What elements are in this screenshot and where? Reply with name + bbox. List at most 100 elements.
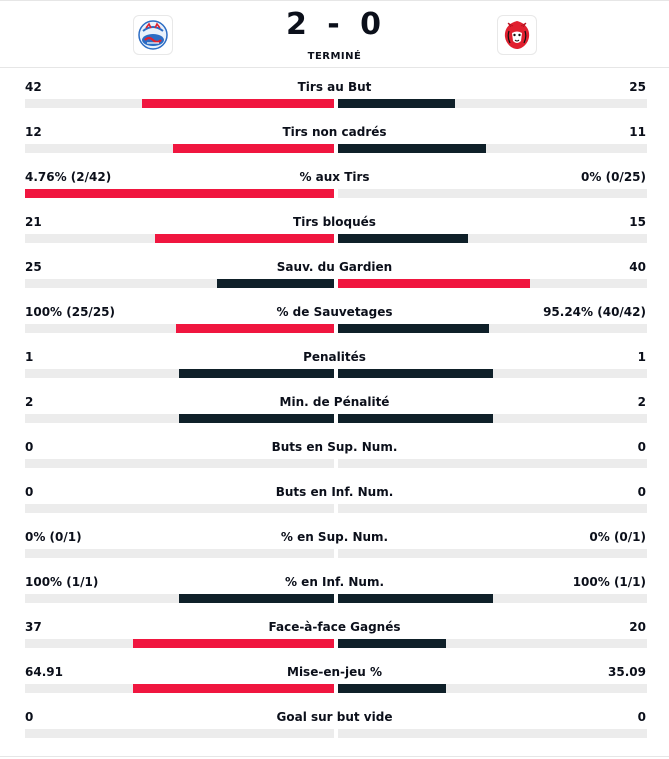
stat-row: 1 Penalités 1 [0,338,669,383]
stat-home-value: 37 [25,620,42,634]
stat-row: 37 Face-à-face Gagnés 20 [0,608,669,653]
stat-home-bar-track [25,639,334,648]
stat-home-value: 4.76% (2/42) [25,170,112,184]
stat-away-bar-track [338,504,647,513]
stat-home-value: 64.91 [25,665,63,679]
stat-home-value: 21 [25,215,42,229]
stat-home-bar [179,594,334,603]
stat-row: 64.91 Mise-en-jeu % 35.09 [0,653,669,698]
stat-label: Tirs non cadrés [282,125,387,139]
stat-away-value: 0% (0/1) [589,530,646,544]
stat-home-value: 12 [25,125,42,139]
stat-away-value: 1 [637,350,646,364]
stat-away-bar [338,639,446,648]
stat-row: 4.76% (2/42)% aux Tirs 0% (0/25) [0,158,669,203]
stat-home-bar-track [25,144,334,153]
stat-label: Buts en Inf. Num. [275,485,394,499]
stat-home-bar [217,279,334,288]
score: 2 - 0 [0,7,669,42]
stat-row: 100% (25/25)% de Sauvetages 95.24% (40/42… [0,293,669,338]
stat-home-bar-track [25,459,334,468]
stat-home-value: 0% (0/1) [25,530,82,544]
stat-away-value: 0% (0/25) [581,170,646,184]
stat-away-value: 35.09 [608,665,646,679]
stat-row: 100% (1/1) % en Inf. Num. 100% (1/1) [0,563,669,608]
stat-away-bar [338,414,493,423]
stat-row: 25 Sauv. du Gardien 40 [0,248,669,293]
stat-label: Tirs au But [297,80,372,94]
stat-home-bar [133,684,334,693]
stat-row: 0 Buts en Sup. Num. 0 [0,428,669,473]
stat-away-value: 95.24% (40/42) [543,305,646,319]
stat-away-bar-track [338,684,647,693]
stat-home-bar-track [25,684,334,693]
match-header: 2 - 0 TERMINÉ [0,0,669,68]
stat-away-bar [338,144,486,153]
stat-home-bar-track [25,504,334,513]
stat-home-value: 0 [25,440,34,454]
score-separator: - [327,7,342,42]
stat-home-value: 100% (25/25) [25,305,115,319]
stat-away-bar-track [338,189,647,198]
stat-label: Goal sur but vide [276,710,393,724]
stat-home-bar [155,234,334,243]
stat-away-value: 40 [629,260,646,274]
stat-away-bar-track [338,144,647,153]
stat-row: 2 Min. de Pénalité 2 [0,383,669,428]
stat-home-bar-track [25,99,334,108]
stat-away-bar-track [338,459,647,468]
stat-label: Face-à-face Gagnés [268,620,401,634]
stat-home-value: 25 [25,260,42,274]
stat-label: Sauv. du Gardien [276,260,393,274]
stat-home-bar [133,639,334,648]
home-team-logo[interactable] [133,15,173,55]
stat-label: Min. de Pénalité [279,395,390,409]
stat-label: Mise-en-jeu % [287,665,382,679]
stat-home-bar [179,414,334,423]
lausanne-hc-lion-logo-icon [504,21,530,49]
stat-home-bar-track [25,369,334,378]
stat-away-bar [338,684,446,693]
stat-away-value: 2 [637,395,646,409]
stat-home-value: 1 [25,350,34,364]
stat-away-value: 0 [637,710,646,724]
stat-away-bar-track [338,639,647,648]
stat-away-value: 11 [629,125,646,139]
stat-home-bar-track [25,279,334,288]
stat-label: Tirs bloqués [293,215,376,229]
stat-home-bar [25,189,334,198]
stat-away-bar-track [338,549,647,558]
stat-away-bar-track [338,234,647,243]
away-team-logo[interactable] [497,15,537,55]
stat-away-bar [338,279,530,288]
stat-away-bar-track [338,324,647,333]
stat-label: Buts en Sup. Num. [271,440,398,454]
zsc-lions-logo-icon [138,20,168,50]
stats-list: 42 Tirs au But 25 12 Tirs non cadrés 11 4.76% … [0,68,669,743]
stat-home-value: 0 [25,485,34,499]
stat-away-bar [338,369,493,378]
away-score: 0 [360,7,384,42]
stat-home-value: 42 [25,80,42,94]
stat-row: 21 Tirs bloqués 15 [0,203,669,248]
stat-row: 0 Goal sur but vide 0 [0,698,669,743]
stat-away-bar [338,234,468,243]
stat-home-bar [176,324,334,333]
stat-home-value: 100% (1/1) [25,575,99,589]
stat-home-bar-track [25,729,334,738]
stat-row: 0% (0/1) % en Sup. Num. 0% (0/1) [0,518,669,563]
stat-away-bar-track [338,369,647,378]
stat-label: % en Sup. Num. [280,530,389,544]
stat-away-bar-track [338,414,647,423]
stat-home-bar [179,369,334,378]
stat-home-bar-track [25,234,334,243]
stat-away-value: 25 [629,80,646,94]
stat-home-bar [173,144,334,153]
stat-away-value: 0 [637,440,646,454]
stat-away-bar [338,324,489,333]
stat-away-value: 20 [629,620,646,634]
stat-away-value: 0 [637,485,646,499]
home-score: 2 [285,7,309,42]
stat-away-bar [338,99,455,108]
stat-away-value: 15 [629,215,646,229]
